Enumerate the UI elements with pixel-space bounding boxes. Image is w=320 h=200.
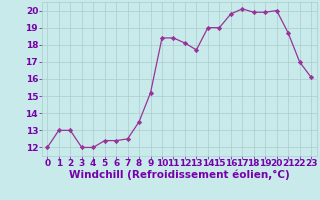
X-axis label: Windchill (Refroidissement éolien,°C): Windchill (Refroidissement éolien,°C) — [69, 170, 290, 180]
